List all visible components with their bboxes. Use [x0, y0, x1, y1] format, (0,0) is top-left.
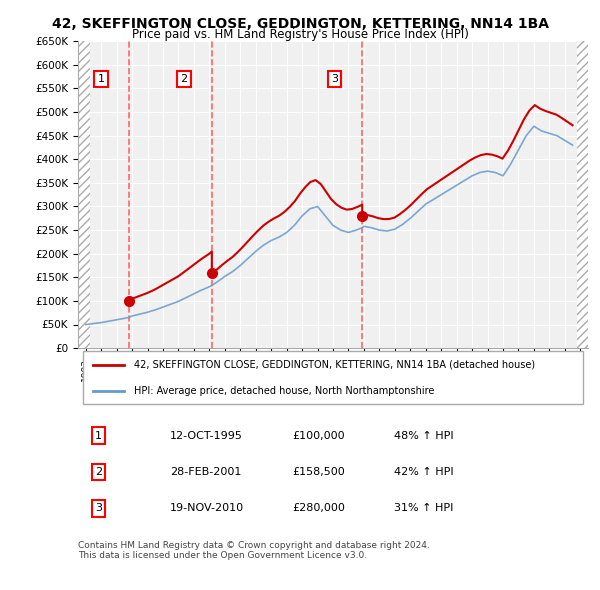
Text: 42, SKEFFINGTON CLOSE, GEDDINGTON, KETTERING, NN14 1BA (detached house): 42, SKEFFINGTON CLOSE, GEDDINGTON, KETTE…: [134, 360, 535, 369]
Text: £158,500: £158,500: [292, 467, 345, 477]
Text: 1: 1: [95, 431, 102, 441]
Bar: [78, 41, 91, 348]
Text: 31% ↑ HPI: 31% ↑ HPI: [394, 503, 454, 513]
Text: 3: 3: [95, 503, 102, 513]
FancyBboxPatch shape: [83, 351, 583, 404]
Text: 42% ↑ HPI: 42% ↑ HPI: [394, 467, 454, 477]
Text: 3: 3: [331, 74, 338, 84]
Text: Contains HM Land Registry data © Crown copyright and database right 2024.
This d: Contains HM Land Registry data © Crown c…: [78, 541, 430, 560]
Text: 1: 1: [98, 74, 104, 84]
Text: Price paid vs. HM Land Registry's House Price Index (HPI): Price paid vs. HM Land Registry's House …: [131, 28, 469, 41]
Text: 19-NOV-2010: 19-NOV-2010: [170, 503, 244, 513]
Text: 28-FEB-2001: 28-FEB-2001: [170, 467, 241, 477]
Text: 2: 2: [95, 467, 102, 477]
Text: £100,000: £100,000: [292, 431, 345, 441]
Text: 48% ↑ HPI: 48% ↑ HPI: [394, 431, 454, 441]
Text: 2: 2: [181, 74, 188, 84]
Text: 42, SKEFFINGTON CLOSE, GEDDINGTON, KETTERING, NN14 1BA: 42, SKEFFINGTON CLOSE, GEDDINGTON, KETTE…: [52, 17, 548, 31]
Text: HPI: Average price, detached house, North Northamptonshire: HPI: Average price, detached house, Nort…: [134, 386, 434, 395]
Bar: [577, 41, 588, 348]
Text: 12-OCT-1995: 12-OCT-1995: [170, 431, 242, 441]
Text: £280,000: £280,000: [292, 503, 345, 513]
